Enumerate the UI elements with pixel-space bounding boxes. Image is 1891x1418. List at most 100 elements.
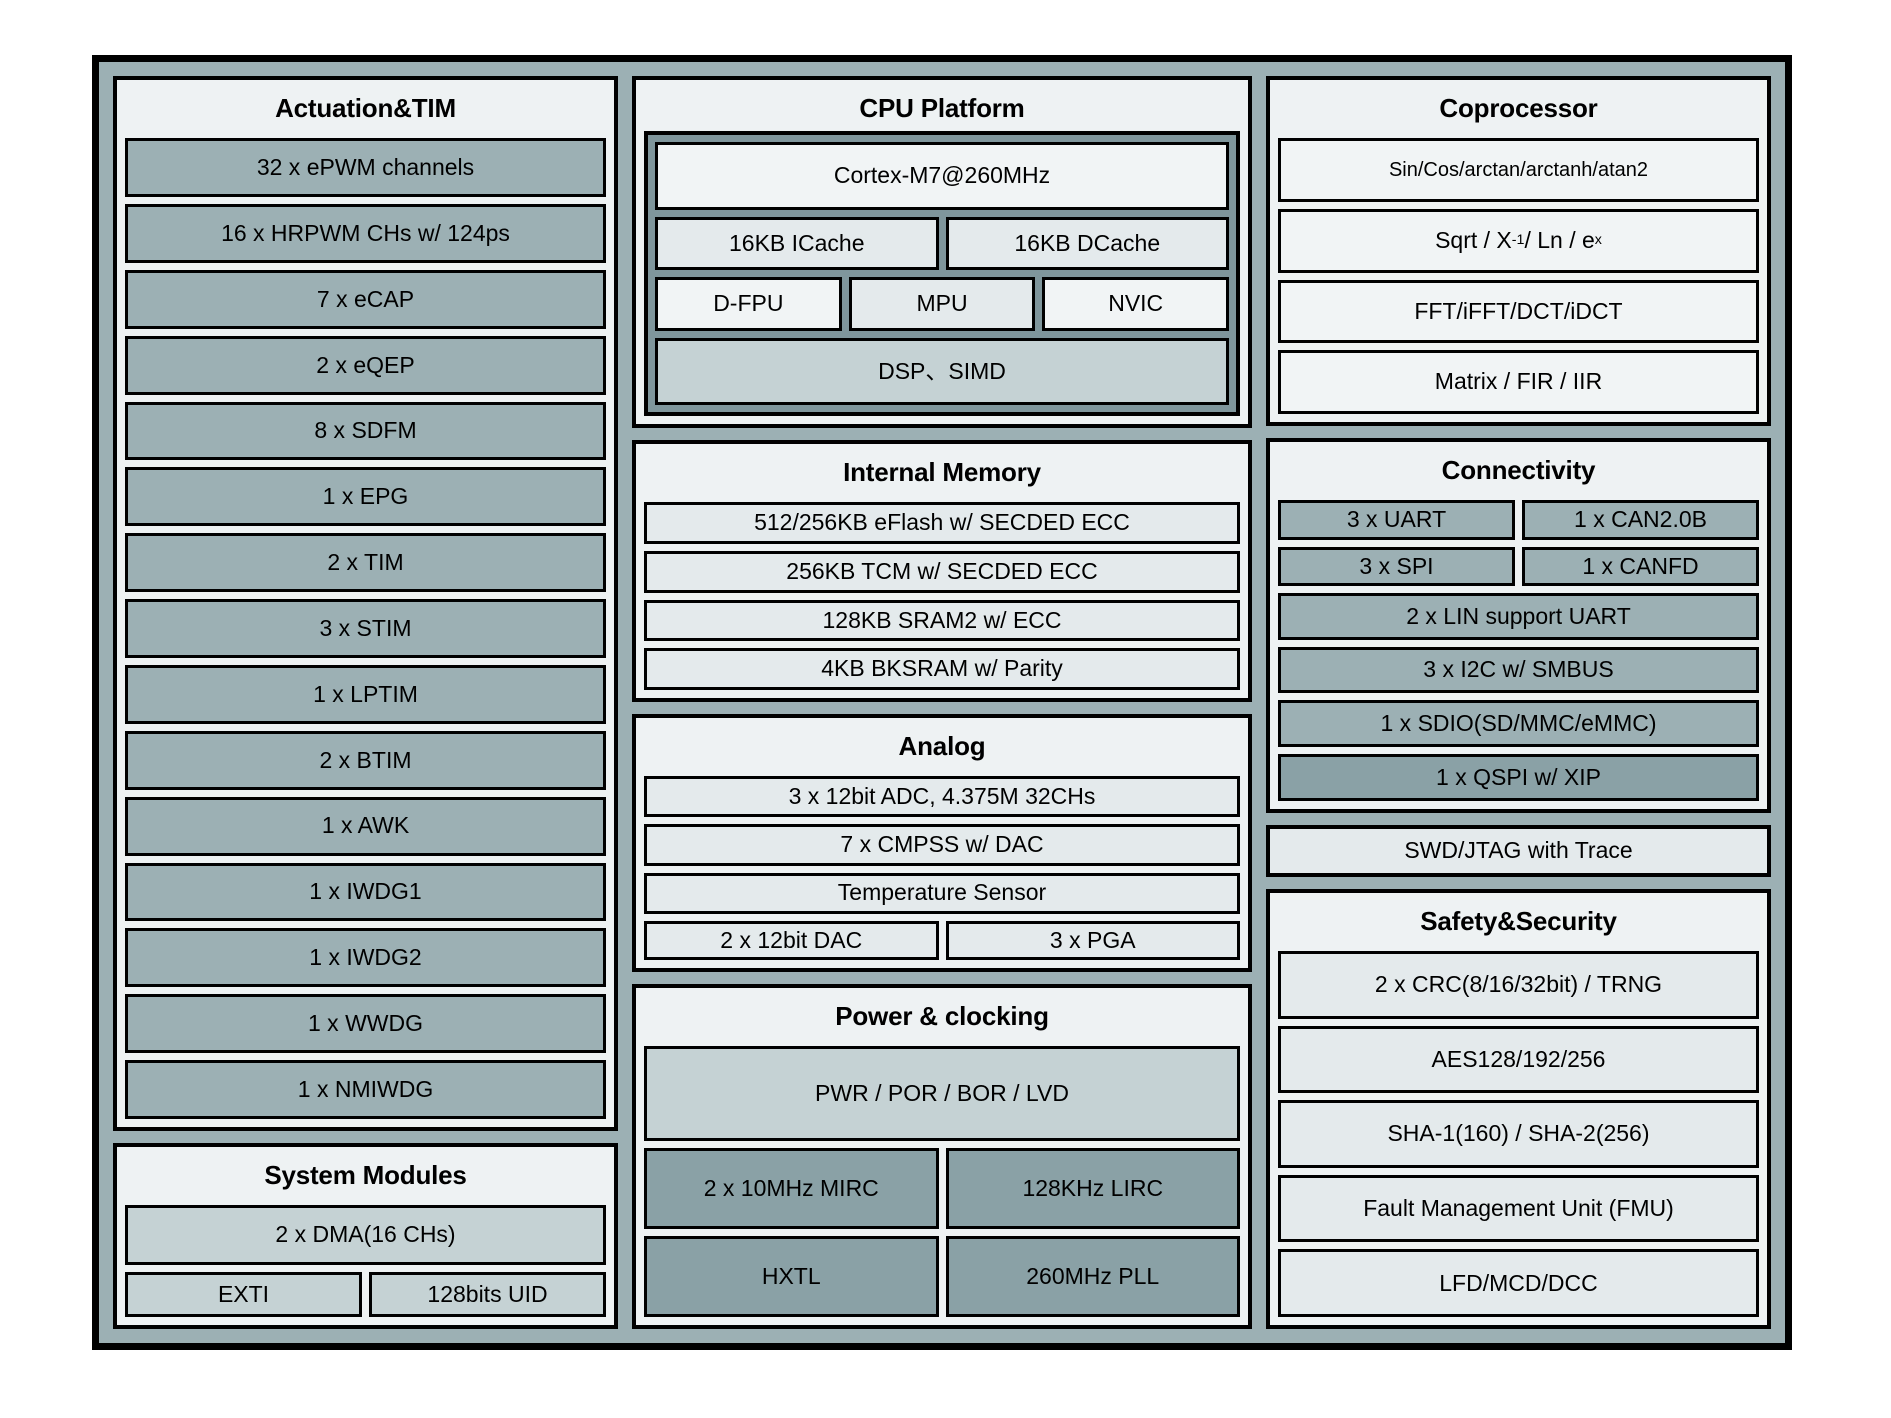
group-coprocessor: Coprocessor Sin/Cos/arctan/arctanh/atan2… [1266,76,1771,426]
analog-title: Analog [898,731,986,761]
block-iwdg2[interactable]: 1 x IWDG2 [125,928,606,988]
coprocessor-list: Sin/Cos/arctan/arctanh/atan2 Sqrt / X -1 … [1278,138,1759,414]
block-cmpss[interactable]: 7 x CMPSS w/ DAC [644,824,1240,866]
block-swd-jtag[interactable]: SWD/JTAG with Trace [1270,829,1767,873]
block-uart[interactable]: 3 x UART [1278,500,1515,540]
block-cortex-m7[interactable]: Cortex-M7@260MHz [655,142,1229,210]
math-middle: / Ln / e [1524,227,1595,254]
block-sha[interactable]: SHA-1(160) / SHA-2(256) [1278,1100,1759,1168]
actuation-title: Actuation&TIM [275,93,456,123]
group-actuation-tim: Actuation&TIM 32 x ePWM channels 16 x HR… [113,76,618,1131]
cpu-unit-row: D-FPU MPU NVIC [655,277,1230,331]
group-analog: Analog 3 x 12bit ADC, 4.375M 32CHs 7 x C… [632,714,1252,972]
block-mirc[interactable]: 2 x 10MHz MIRC [644,1148,939,1230]
block-dsp-simd[interactable]: DSP、SIMD [655,337,1229,405]
block-eqep[interactable]: 2 x eQEP [125,335,606,395]
cpu-core-container: Cortex-M7@260MHz 16KB ICache 16KB DCache… [644,131,1240,416]
block-dfpu[interactable]: D-FPU [655,277,842,331]
block-uid[interactable]: 128bits UID [369,1271,606,1318]
block-pwr-por-bor-lvd[interactable]: PWR / POR / BOR / LVD [644,1046,1240,1142]
group-power-clocking: Power & clocking PWR / POR / BOR / LVD 2… [632,984,1252,1329]
block-lfd-mcd-dcc[interactable]: LFD/MCD/DCC [1278,1249,1759,1317]
block-tcm[interactable]: 256KB TCM w/ SECDED ECC [644,550,1240,593]
block-nmiwdg[interactable]: 1 x NMIWDG [125,1060,606,1119]
block-i2c[interactable]: 3 x I2C w/ SMBUS [1278,646,1759,694]
system-modules-list: 2 x DMA(16 CHs) EXTI 128bits UID [125,1205,606,1318]
block-pga[interactable]: 3 x PGA [945,920,1240,960]
block-sdfm[interactable]: 8 x SDFM [125,401,606,461]
block-ecap[interactable]: 7 x eCAP [125,269,606,329]
group-debug: SWD/JTAG with Trace [1266,825,1771,877]
group-safety-security: Safety&Security 2 x CRC(8/16/32bit) / TR… [1266,889,1771,1329]
connectivity-row-2: 3 x SPI 1 x CANFD [1278,546,1759,586]
block-matrix-fir-iir[interactable]: Matrix / FIR / IIR [1278,350,1759,414]
connectivity-list: 3 x UART 1 x CAN2.0B 3 x SPI 1 x CANFD 2… [1278,500,1759,802]
block-epwm-channels[interactable]: 32 x ePWM channels [125,138,606,198]
block-lptim[interactable]: 1 x LPTIM [125,664,606,724]
math-sup-exp: x [1594,231,1602,248]
group-internal-memory: Internal Memory 512/256KB eFlash w/ SECD… [632,440,1252,702]
block-qspi[interactable]: 1 x QSPI w/ XIP [1278,754,1759,802]
block-aes[interactable]: AES128/192/256 [1278,1025,1759,1094]
block-wwdg[interactable]: 1 x WWDG [125,994,606,1054]
block-hxtl[interactable]: HXTL [644,1236,939,1317]
block-stim[interactable]: 3 x STIM [125,599,606,658]
math-prefix: Sqrt / X [1435,227,1512,254]
right-column: Coprocessor Sin/Cos/arctan/arctanh/atan2… [1266,76,1771,1329]
safety-security-title: Safety&Security [1420,906,1617,936]
block-epg[interactable]: 1 x EPG [125,467,606,527]
analog-dac-pga-row: 2 x 12bit DAC 3 x PGA [644,920,1240,960]
internal-memory-title: Internal Memory [843,457,1041,487]
internal-memory-list: 512/256KB eFlash w/ SECDED ECC 256KB TCM… [644,502,1240,690]
block-exti[interactable]: EXTI [125,1271,362,1318]
actuation-item-list: 32 x ePWM channels 16 x HRPWM CHs w/ 124… [125,138,606,1119]
block-btim[interactable]: 2 x BTIM [125,730,606,790]
group-connectivity: Connectivity 3 x UART 1 x CAN2.0B 3 x SP… [1266,438,1771,813]
block-fft-dct[interactable]: FFT/iFFT/DCT/iDCT [1278,279,1759,344]
block-pll[interactable]: 260MHz PLL [945,1236,1240,1317]
block-iwdg1[interactable]: 1 x IWDG1 [125,862,606,922]
power-clocking-list: PWR / POR / BOR / LVD 2 x 10MHz MIRC 128… [644,1046,1240,1317]
chip-inner-layout: Actuation&TIM 32 x ePWM channels 16 x HR… [113,76,1771,1329]
block-tim[interactable]: 2 x TIM [125,533,606,593]
safety-security-list: 2 x CRC(8/16/32bit) / TRNG AES128/192/25… [1278,951,1759,1317]
group-system-modules: System Modules 2 x DMA(16 CHs) EXTI 128b… [113,1143,618,1329]
connectivity-row-1: 3 x UART 1 x CAN2.0B [1278,500,1759,540]
block-nvic[interactable]: NVIC [1042,277,1230,331]
block-dma[interactable]: 2 x DMA(16 CHs) [125,1205,606,1265]
middle-column: CPU Platform Cortex-M7@260MHz 16KB ICach… [632,76,1252,1329]
block-dcache[interactable]: 16KB DCache [945,216,1229,271]
block-can20b[interactable]: 1 x CAN2.0B [1522,500,1759,540]
block-icache[interactable]: 16KB ICache [655,216,939,271]
coprocessor-title: Coprocessor [1439,93,1598,123]
analog-list: 3 x 12bit ADC, 4.375M 32CHs 7 x CMPSS w/… [644,776,1240,960]
block-lirc[interactable]: 128KHz LIRC [945,1148,1240,1230]
left-column: Actuation&TIM 32 x ePWM channels 16 x HR… [113,76,618,1329]
cpu-platform-title: CPU Platform [859,93,1025,123]
block-mpu[interactable]: MPU [848,277,1036,331]
block-sdio[interactable]: 1 x SDIO(SD/MMC/eMMC) [1278,700,1759,748]
block-trig-functions[interactable]: Sin/Cos/arctan/arctanh/atan2 [1278,138,1759,202]
block-temp-sensor[interactable]: Temperature Sensor [644,872,1240,914]
block-eflash[interactable]: 512/256KB eFlash w/ SECDED ECC [644,502,1240,544]
block-bksram[interactable]: 4KB BKSRAM w/ Parity [644,648,1240,690]
block-spi[interactable]: 3 x SPI [1278,546,1515,586]
block-adc[interactable]: 3 x 12bit ADC, 4.375M 32CHs [644,776,1240,818]
system-modules-title: System Modules [264,1160,467,1190]
block-awk[interactable]: 1 x AWK [125,796,606,856]
block-canfd[interactable]: 1 x CANFD [1522,546,1759,586]
group-cpu-platform: CPU Platform Cortex-M7@260MHz 16KB ICach… [632,76,1252,428]
power-clocking-title: Power & clocking [835,1001,1049,1031]
block-fmu[interactable]: Fault Management Unit (FMU) [1278,1174,1759,1243]
chip-outer-frame: Actuation&TIM 32 x ePWM channels 16 x HR… [92,55,1792,1350]
power-osc-row-1: 2 x 10MHz MIRC 128KHz LIRC [644,1148,1240,1230]
block-crc-trng[interactable]: 2 x CRC(8/16/32bit) / TRNG [1278,951,1759,1019]
connectivity-title: Connectivity [1441,455,1596,485]
cpu-cache-row: 16KB ICache 16KB DCache [655,216,1229,271]
block-lin[interactable]: 2 x LIN support UART [1278,592,1759,640]
block-sram2[interactable]: 128KB SRAM2 w/ ECC [644,599,1240,642]
block-hrpwm-chs[interactable]: 16 x HRPWM CHs w/ 124ps [125,204,606,263]
block-dac[interactable]: 2 x 12bit DAC [644,920,939,960]
system-modules-row: EXTI 128bits UID [125,1271,606,1318]
